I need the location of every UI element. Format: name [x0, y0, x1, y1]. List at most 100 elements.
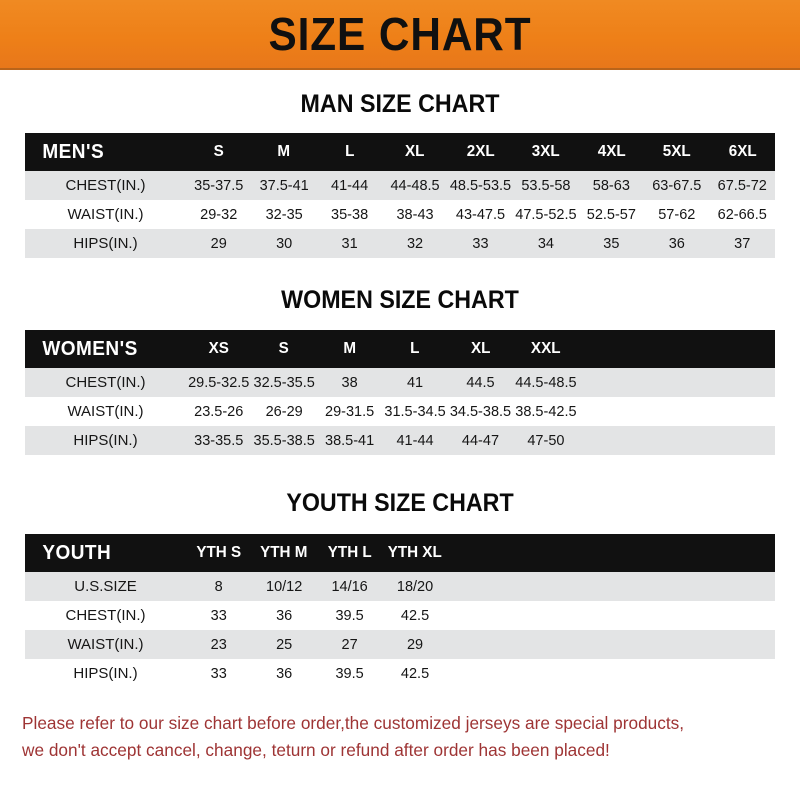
empty-cell [448, 659, 513, 688]
measurement-cell: 34.5-38.5 [449, 403, 512, 420]
measurement-cell: 33 [210, 665, 227, 682]
man-table-body: MEN'S S M L XL 2XL 3XL 4XL 5XL 6XL CHEST(IN.) 35-3… [25, 133, 775, 258]
empty-cell [644, 572, 709, 601]
measurement-cell: 36 [276, 665, 293, 682]
empty-cell [579, 601, 644, 630]
women-section-title: WOMEN SIZE CHART [281, 286, 519, 314]
youth-size-header-empty [515, 534, 577, 572]
measurement-cell: 39.5 [335, 665, 364, 682]
measurement-cell: 41 [406, 374, 424, 391]
youth-size-header-yth-s: YTH S [196, 544, 242, 561]
women-row-label: WAIST(IN.) [67, 403, 144, 420]
empty-cell [710, 368, 776, 397]
order-disclaimer: Please refer to our size chart before or… [22, 710, 767, 764]
women-table-body: WOMEN'S XS S M L XL XXL CHEST(IN.) 29.5-32.5 32.… [25, 330, 775, 455]
measurement-cell: 25 [276, 636, 293, 653]
measurement-cell: 44.5-48.5 [515, 374, 577, 391]
measurement-cell: 38.5-42.5 [515, 403, 577, 420]
youth-row-label: CHEST(IN.) [65, 607, 146, 624]
measurement-cell: 32.5-35.5 [253, 374, 315, 391]
youth-size-header-yth-m: YTH M [260, 544, 308, 561]
youth-size-chart: YOUTH YTH S YTH M YTH L YTH XL U.S.SIZE 8 10/1… [25, 534, 775, 688]
man-size-header-l: L [344, 143, 355, 160]
empty-cell [710, 426, 776, 455]
measurement-cell: 35-38 [331, 206, 369, 223]
empty-cell [579, 426, 644, 455]
measurement-cell: 34 [537, 235, 554, 252]
measurement-cell: 43-47.5 [455, 206, 506, 223]
women-size-chart: WOMEN'S XS S M L XL XXL CHEST(IN.) 29.5-32.5 32.… [25, 330, 775, 455]
women-size-header-xxl: XXL [531, 340, 561, 357]
youth-row-label-header: YOUTH [42, 541, 112, 564]
women-row-label: CHEST(IN.) [65, 374, 146, 391]
empty-cell [644, 601, 709, 630]
man-row-label: WAIST(IN.) [67, 206, 144, 223]
empty-cell [710, 397, 776, 426]
table-row: CHEST(IN.) 35-37.5 37.5-41 41-44 44-48.5 48.5… [25, 171, 775, 200]
empty-cell [644, 397, 709, 426]
man-size-chart: MEN'S S M L XL 2XL 3XL 4XL 5XL 6XL CHEST(IN.) 35-3… [25, 133, 775, 258]
measurement-cell: 62-66.5 [717, 206, 767, 223]
man-size-header-6xl: 6XL [728, 143, 757, 160]
women-row-label: HIPS(IN.) [73, 432, 138, 449]
youth-size-header-empty [646, 534, 708, 572]
women-table-header-row: WOMEN'S XS S M L XL XXL [25, 330, 775, 368]
measurement-cell: 33 [210, 607, 227, 624]
women-size-header-empty [711, 330, 773, 368]
empty-cell [513, 659, 578, 688]
empty-cell [644, 659, 709, 688]
measurement-cell: 29-32 [200, 206, 238, 223]
measurement-cell: 44-48.5 [390, 177, 440, 194]
measurement-cell: 37.5-41 [259, 177, 309, 194]
measurement-cell: 37 [734, 235, 751, 252]
measurement-cell: 47-50 [527, 432, 565, 449]
youth-size-header-empty [449, 534, 511, 572]
measurement-cell: 36 [276, 607, 293, 624]
man-size-header-4xl: 4XL [597, 143, 626, 160]
measurement-cell: 32 [406, 235, 424, 252]
measurement-cell: 36 [668, 235, 685, 252]
measurement-cell: 38-43 [396, 206, 434, 223]
table-row: HIPS(IN.) 29 30 31 32 33 34 35 36 37 [25, 229, 775, 258]
man-row-label: HIPS(IN.) [73, 235, 138, 252]
empty-cell [579, 397, 644, 426]
youth-table-header-row: YOUTH YTH S YTH M YTH L YTH XL [25, 534, 775, 572]
empty-cell [579, 572, 644, 601]
measurement-cell: 67.5-72 [717, 177, 767, 194]
table-row: WAIST(IN.) 23 25 27 29 [25, 630, 775, 659]
measurement-cell: 29 [210, 235, 227, 252]
women-size-header-empty [646, 330, 708, 368]
measurement-cell: 33 [472, 235, 489, 252]
man-size-header-xl: XL [405, 143, 425, 160]
measurement-cell: 23.5-26 [194, 403, 244, 420]
measurement-cell: 58-63 [592, 177, 630, 194]
measurement-cell: 30 [276, 235, 293, 252]
youth-size-table: YOUTH YTH S YTH M YTH L YTH XL U.S.SIZE 8 10/1… [25, 534, 775, 688]
empty-cell [710, 659, 776, 688]
size-chart-banner: SIZE CHART [0, 0, 800, 70]
man-size-header-2xl: 2XL [466, 143, 495, 160]
man-row-label-header: MEN'S [42, 140, 105, 163]
table-row: U.S.SIZE 8 10/12 14/16 18/20 [25, 572, 775, 601]
measurement-cell: 53.5-58 [521, 177, 571, 194]
banner-title: SIZE CHART [268, 8, 532, 60]
measurement-cell: 38.5-41 [325, 432, 375, 449]
man-size-header-m: M [277, 143, 291, 160]
women-size-header-m: M [343, 340, 356, 357]
measurement-cell: 14/16 [331, 578, 368, 595]
measurement-cell: 8 [214, 578, 223, 595]
empty-cell [448, 630, 513, 659]
man-section-title: MAN SIZE CHART [300, 90, 500, 118]
youth-table-body: YOUTH YTH S YTH M YTH L YTH XL U.S.SIZE 8 10/1… [25, 534, 775, 688]
youth-section-title: YOUTH SIZE CHART [286, 489, 514, 517]
man-size-header-s: S [213, 143, 224, 160]
youth-size-header-empty [711, 534, 773, 572]
women-size-header-empty [580, 330, 642, 368]
empty-cell [448, 572, 513, 601]
women-row-label-header: WOMEN'S [42, 337, 138, 360]
table-row: WAIST(IN.) 23.5-26 26-29 29-31.5 31.5-34.5 34… [25, 397, 775, 426]
empty-cell [579, 659, 644, 688]
empty-cell [579, 630, 644, 659]
measurement-cell: 27 [341, 636, 358, 653]
measurement-cell: 35.5-38.5 [253, 432, 315, 449]
